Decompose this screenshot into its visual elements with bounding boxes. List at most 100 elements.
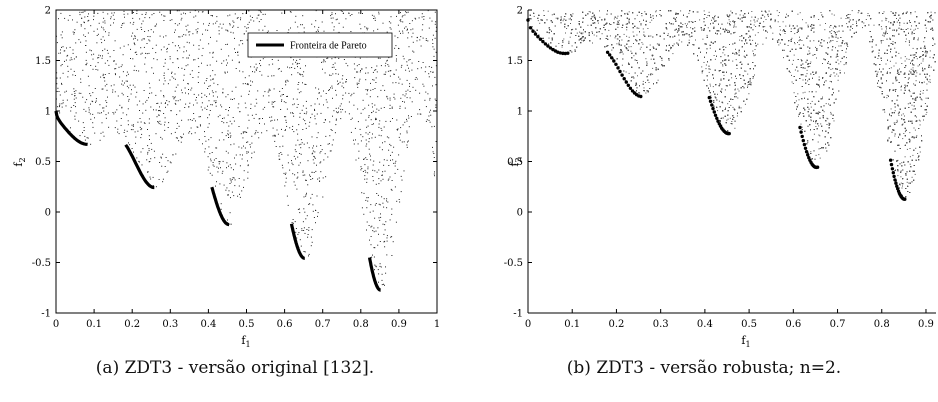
sample-point: [411, 36, 413, 38]
sample-point: [285, 80, 286, 82]
sample-point: [163, 65, 165, 67]
sample-point: [728, 30, 730, 31]
sample-point: [369, 153, 371, 155]
sample-point: [857, 12, 859, 14]
sample-point: [381, 149, 383, 151]
sample-point: [107, 112, 109, 114]
sample-point: [283, 94, 284, 95]
sample-point: [909, 91, 911, 93]
sample-point: [201, 102, 203, 104]
sample-point: [917, 37, 919, 39]
sample-point: [208, 114, 210, 116]
sample-point: [123, 10, 125, 12]
sample-point: [914, 173, 916, 175]
sample-point: [210, 158, 212, 160]
sample-point: [218, 163, 220, 165]
sample-point: [813, 31, 815, 33]
sample-point: [725, 46, 727, 48]
sample-point: [720, 33, 722, 35]
sample-point: [902, 138, 904, 140]
sample-point: [285, 102, 287, 104]
sample-point: [400, 21, 402, 23]
sample-point: [248, 151, 249, 153]
sample-point: [292, 219, 294, 220]
sample-point: [798, 28, 800, 30]
sample-point: [384, 284, 385, 286]
sample-point: [140, 137, 142, 139]
sample-point: [84, 135, 86, 137]
sample-point: [912, 47, 914, 49]
sample-point: [59, 106, 60, 108]
sample-point: [107, 52, 109, 54]
sample-point: [862, 27, 863, 29]
sample-point: [415, 77, 417, 78]
sample-point: [226, 29, 228, 31]
sample-point: [383, 198, 385, 200]
sample-point: [732, 20, 734, 22]
sample-point: [145, 101, 147, 103]
sample-point: [297, 176, 299, 178]
sample-point: [383, 233, 385, 235]
sample-point: [425, 40, 427, 41]
sample-point: [381, 174, 383, 176]
sample-point: [162, 181, 164, 183]
sample-point: [628, 72, 630, 74]
sample-point: [907, 78, 909, 80]
sample-point: [247, 127, 249, 129]
sample-point: [281, 94, 283, 96]
sample-point: [175, 103, 177, 105]
sample-point: [782, 30, 784, 32]
sample-point: [772, 32, 774, 34]
sample-point: [388, 165, 390, 166]
sample-point: [391, 255, 393, 256]
sample-point: [747, 85, 749, 87]
sample-point: [877, 58, 879, 59]
sample-point: [272, 127, 274, 129]
sample-point: [897, 105, 899, 107]
sample-point: [728, 101, 730, 102]
legend-a: Fronteira de Pareto: [247, 32, 393, 58]
sample-point: [635, 53, 637, 55]
sample-point: [132, 129, 134, 131]
sample-point: [375, 69, 377, 71]
sample-point: [286, 108, 288, 110]
sample-point: [707, 27, 709, 29]
sample-point: [929, 79, 931, 81]
sample-point: [163, 77, 165, 79]
sample-point: [302, 174, 304, 176]
sample-point: [242, 13, 244, 15]
sample-point: [202, 143, 203, 145]
sample-point: [825, 103, 827, 105]
sample-point: [533, 15, 535, 17]
sample-point: [241, 147, 243, 149]
sample-point: [234, 179, 236, 181]
sample-point: [233, 98, 235, 100]
sample-point: [139, 18, 141, 20]
sample-point: [548, 43, 550, 45]
sample-point: [364, 26, 366, 28]
sample-point: [832, 68, 834, 70]
sample-point: [229, 23, 231, 25]
sample-point: [753, 55, 755, 57]
sample-point: [312, 147, 314, 149]
sample-point: [219, 161, 221, 163]
sample-point: [271, 75, 273, 77]
sample-point: [728, 79, 730, 81]
sample-point: [209, 85, 211, 87]
sample-point: [56, 77, 58, 79]
sample-point: [434, 76, 436, 78]
sample-point: [425, 66, 427, 68]
sample-point: [84, 22, 85, 24]
sample-point: [900, 86, 902, 88]
sample-point: [676, 17, 677, 19]
sample-point: [174, 23, 176, 25]
sample-point: [614, 37, 616, 39]
sample-point: [333, 110, 335, 112]
sample-point: [729, 44, 730, 45]
sample-point: [255, 130, 257, 132]
sample-point: [694, 27, 696, 29]
sample-point: [378, 126, 380, 128]
sample-point: [208, 24, 210, 26]
sample-point: [581, 40, 583, 42]
sample-point: [793, 54, 795, 56]
